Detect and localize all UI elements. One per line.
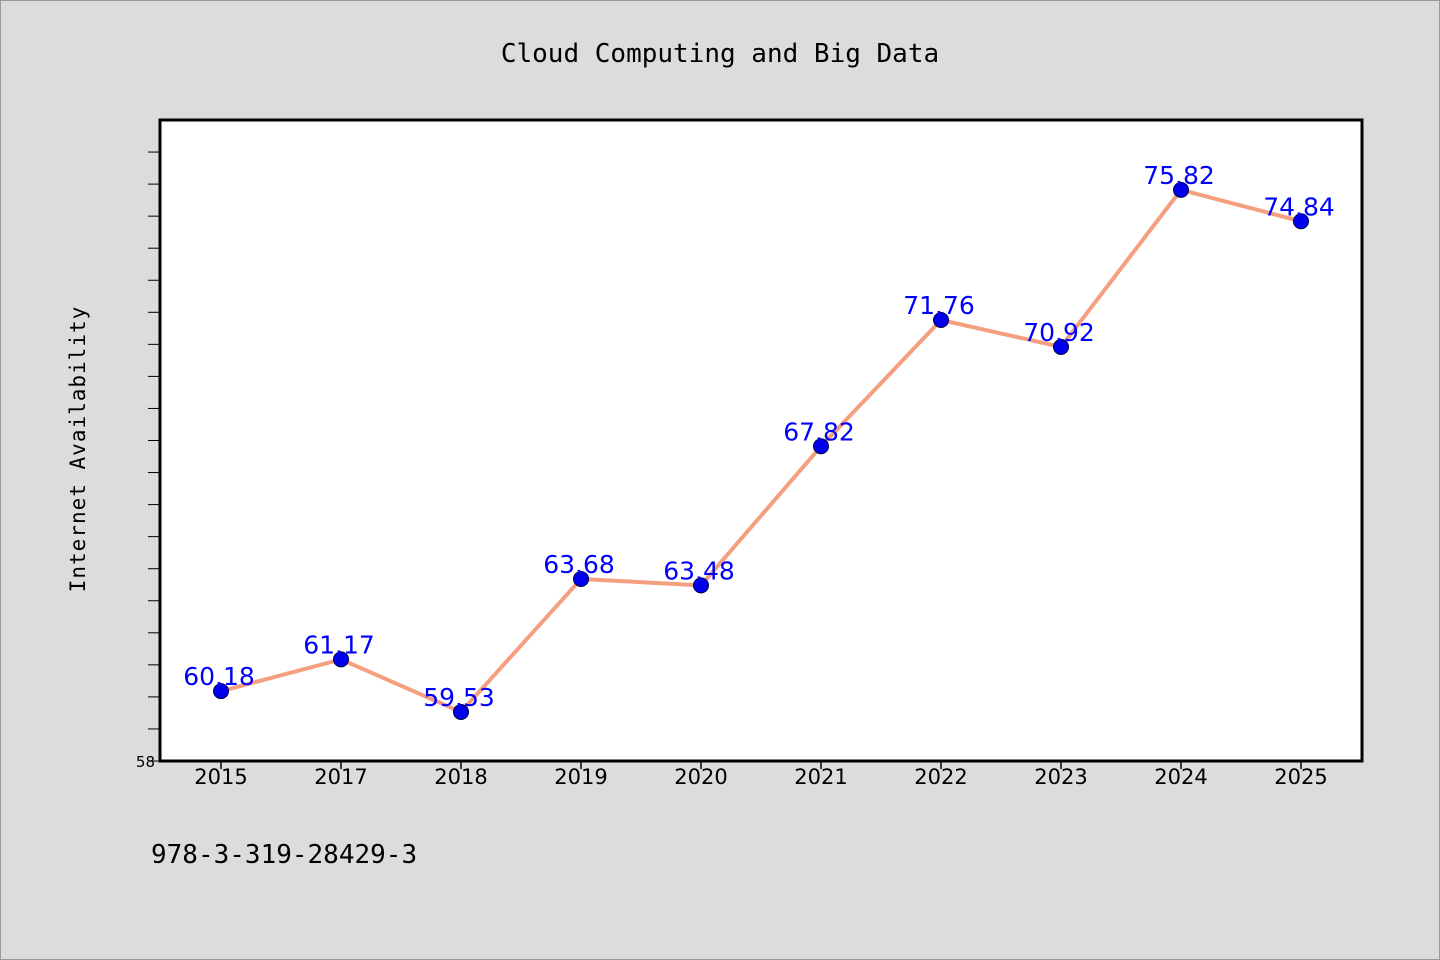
- data-label: 67.82: [783, 417, 855, 446]
- x-tick-label: 2021: [794, 765, 847, 789]
- data-point: [813, 438, 829, 455]
- data-point: [333, 651, 349, 668]
- y-axis-ticks: 58: [136, 151, 160, 771]
- x-tick-label: 2015: [194, 765, 247, 789]
- data-label: 70.92: [1023, 318, 1095, 347]
- data-label: 59.53: [423, 683, 495, 712]
- x-tick-label: 2017: [314, 765, 367, 789]
- data-point: [933, 311, 949, 328]
- data-point: [1053, 338, 1069, 355]
- x-tick-label: 2020: [674, 765, 727, 789]
- data-point: [573, 570, 589, 587]
- data-label: 61.17: [303, 630, 375, 659]
- data-label: 74.84: [1263, 192, 1335, 221]
- data-point: [693, 577, 709, 594]
- series: [213, 181, 1309, 720]
- isbn-text: 978-3-319-28429-3: [151, 840, 417, 870]
- x-tick-label: 2018: [434, 765, 487, 789]
- series-line: [220, 187, 1302, 714]
- data-labels: 60.18 61.17 59.53 63.68 63.48 67.82 71.76 70.92…: [183, 161, 1335, 712]
- data-point: [1173, 181, 1189, 198]
- x-axis-ticks: 2015 2017 2018 2019 2020 2021 2022 2023 2024 2025: [194, 761, 1328, 789]
- x-tick-label: 2019: [554, 765, 607, 789]
- x-tick-label: 2023: [1034, 765, 1087, 789]
- x-tick-label: 2022: [914, 765, 967, 789]
- data-label: 75.82: [1143, 161, 1215, 190]
- data-point: [213, 683, 229, 700]
- y-tick-label: 58: [136, 753, 155, 771]
- chart-title: Cloud Computing and Big Data: [501, 39, 939, 69]
- data-label: 63.68: [543, 550, 615, 579]
- x-tick-label: 2025: [1274, 765, 1327, 789]
- data-label: 60.18: [183, 662, 255, 691]
- y-axis-label: Internet Availability: [66, 306, 90, 593]
- data-point: [453, 703, 469, 720]
- data-label: 71.76: [903, 291, 975, 320]
- data-point: [1293, 213, 1309, 230]
- data-label: 63.48: [663, 556, 735, 585]
- x-tick-label: 2024: [1154, 765, 1207, 789]
- plot-area: [158, 118, 1364, 763]
